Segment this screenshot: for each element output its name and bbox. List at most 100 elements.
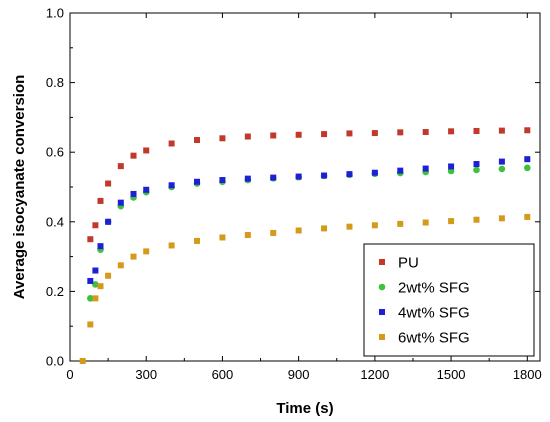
x-tick-label: 300 xyxy=(135,367,157,382)
data-point xyxy=(143,186,150,193)
data-point xyxy=(97,283,104,290)
data-point xyxy=(295,131,302,138)
legend-label: 2wt% SFG xyxy=(398,280,470,297)
data-point xyxy=(498,165,506,173)
data-point xyxy=(448,163,455,170)
data-point xyxy=(244,232,251,239)
data-point xyxy=(194,137,201,144)
data-point xyxy=(422,165,429,172)
x-tick-label: 0 xyxy=(66,367,73,382)
data-point xyxy=(194,178,201,185)
x-tick-label: 1500 xyxy=(437,367,466,382)
data-point xyxy=(244,175,251,182)
data-point xyxy=(397,129,404,136)
legend-label: 4wt% SFG xyxy=(398,305,470,322)
data-point xyxy=(219,177,226,184)
data-point xyxy=(117,199,124,206)
data-point xyxy=(524,127,531,134)
legend-marker xyxy=(379,334,385,340)
data-point xyxy=(346,130,353,137)
data-point xyxy=(92,222,99,229)
legend-marker xyxy=(378,283,386,291)
data-point xyxy=(143,147,150,154)
data-point xyxy=(244,133,251,140)
data-point xyxy=(346,171,353,178)
data-point xyxy=(523,164,531,172)
data-point xyxy=(105,272,112,279)
legend-box xyxy=(363,243,535,357)
data-point xyxy=(87,236,94,243)
data-point xyxy=(524,213,531,220)
legend-marker xyxy=(379,259,385,265)
y-tick-label: 0.6 xyxy=(46,145,64,160)
data-point xyxy=(498,158,505,165)
y-tick-label: 0.0 xyxy=(46,354,64,369)
data-point xyxy=(87,295,94,302)
data-point xyxy=(321,225,328,232)
series-pu xyxy=(87,127,531,243)
data-point xyxy=(270,132,277,139)
data-point xyxy=(371,130,378,137)
legend-marker xyxy=(379,309,385,315)
data-point xyxy=(92,267,99,274)
x-tick-label: 600 xyxy=(212,367,234,382)
legend: PU 2wt% SFG 4wt% SFG 6wt% SFG xyxy=(363,243,535,357)
x-tick-label: 1200 xyxy=(360,367,389,382)
data-points xyxy=(79,127,531,364)
data-point xyxy=(79,358,86,364)
data-point xyxy=(371,222,378,229)
x-axis-title: Time (s) xyxy=(276,400,333,417)
data-point xyxy=(97,197,104,204)
data-point xyxy=(143,248,150,255)
series-6wt-sfg xyxy=(79,213,531,364)
data-point xyxy=(448,128,455,135)
x-tick-label: 900 xyxy=(288,367,310,382)
data-point xyxy=(473,216,480,223)
data-point xyxy=(97,243,104,250)
data-point xyxy=(92,281,99,288)
data-point xyxy=(87,277,94,284)
legend-label: 6wt% SFG xyxy=(398,330,470,347)
data-point xyxy=(219,135,226,142)
y-tick-label: 1.0 xyxy=(46,6,64,21)
data-point xyxy=(130,190,137,197)
data-point xyxy=(371,169,378,176)
data-point xyxy=(473,127,480,134)
data-point xyxy=(321,172,328,179)
data-point xyxy=(168,242,175,249)
data-point xyxy=(422,219,429,226)
data-point xyxy=(498,127,505,134)
data-point xyxy=(194,237,201,244)
data-point xyxy=(117,163,124,170)
data-point xyxy=(321,131,328,138)
data-point xyxy=(295,227,302,234)
x-tick-label: 1800 xyxy=(513,367,542,382)
data-point xyxy=(498,215,505,222)
data-point xyxy=(448,218,455,225)
y-tick-label: 0.8 xyxy=(46,75,64,90)
y-axis-title: Average isocyanate conversion xyxy=(11,75,28,300)
data-point xyxy=(422,129,429,136)
data-point xyxy=(473,166,480,174)
data-point xyxy=(130,152,137,159)
data-point xyxy=(105,218,112,225)
data-point xyxy=(219,234,226,241)
y-axis: 0.0 0.2 0.4 0.6 0.8 1.0 xyxy=(46,6,540,369)
data-point xyxy=(295,173,302,180)
data-point xyxy=(87,321,94,328)
data-point xyxy=(397,167,404,174)
data-point xyxy=(346,223,353,230)
y-tick-label: 0.2 xyxy=(46,284,64,299)
data-point xyxy=(168,182,175,189)
x-axis: 0 300 600 900 1200 1500 1800 xyxy=(66,13,542,382)
data-point xyxy=(105,180,112,187)
data-point xyxy=(397,220,404,227)
data-point xyxy=(270,229,277,236)
y-tick-label: 0.4 xyxy=(46,214,64,229)
data-point xyxy=(270,174,277,181)
data-point xyxy=(524,156,531,163)
data-point xyxy=(92,295,99,302)
data-point xyxy=(117,262,124,269)
data-point xyxy=(473,161,480,168)
